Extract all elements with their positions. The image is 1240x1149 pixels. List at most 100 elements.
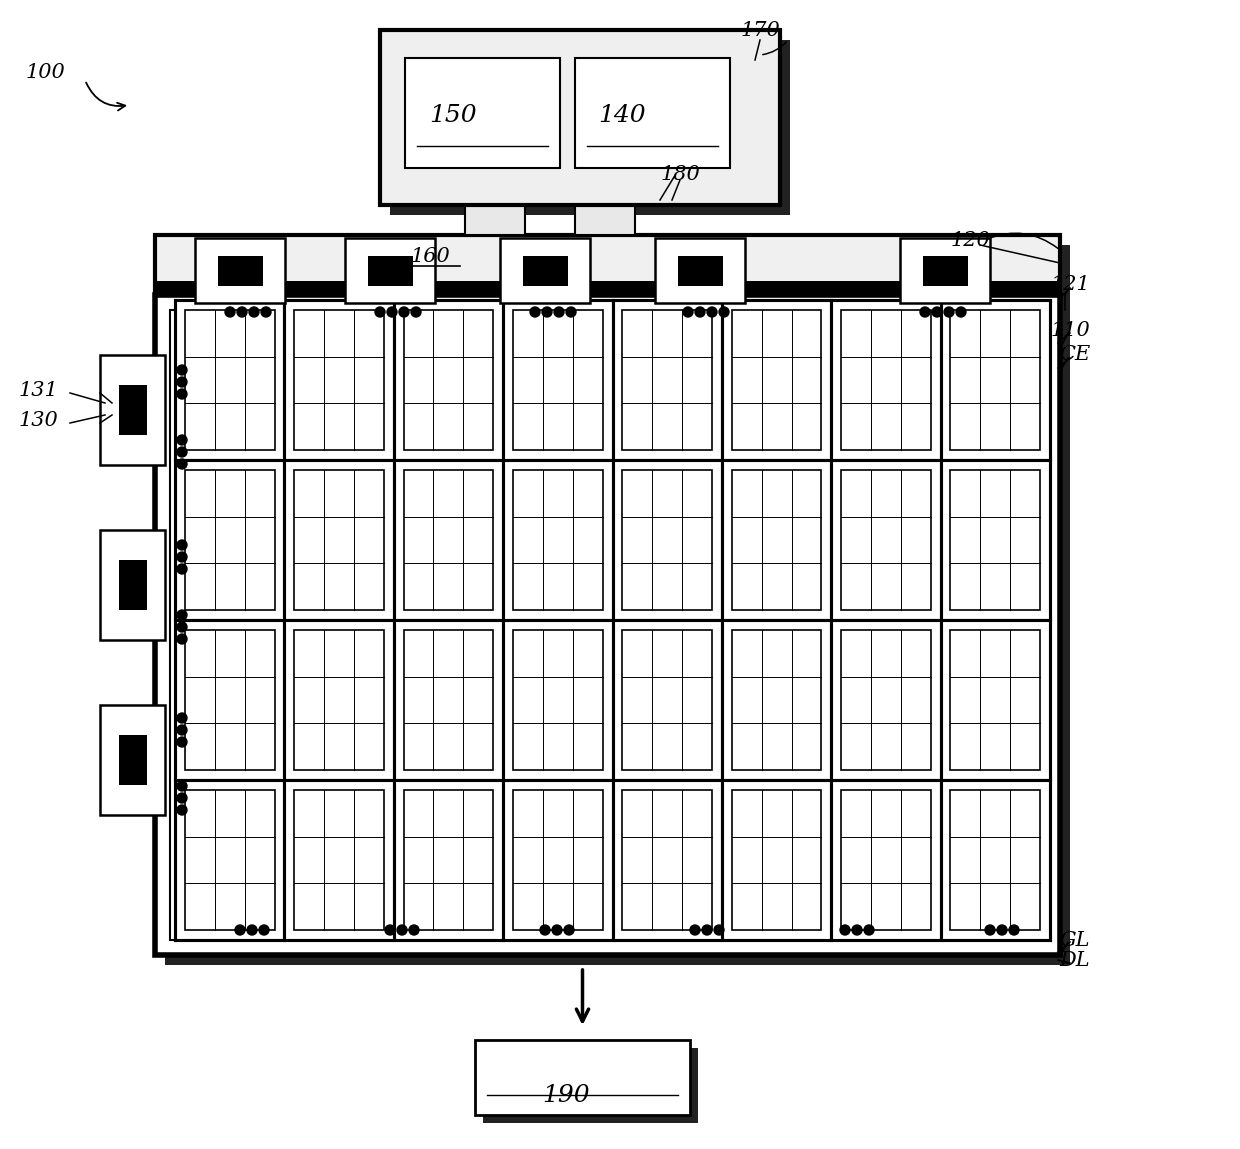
Bar: [185, 789, 274, 931]
Circle shape: [542, 307, 552, 317]
Bar: [513, 630, 603, 770]
Bar: [951, 310, 1040, 450]
Bar: [119, 735, 146, 785]
Circle shape: [410, 307, 422, 317]
Circle shape: [944, 307, 954, 317]
Text: DL: DL: [1060, 950, 1090, 970]
Bar: [841, 310, 931, 450]
Circle shape: [552, 925, 562, 935]
Circle shape: [714, 925, 724, 935]
Bar: [503, 620, 613, 780]
Bar: [951, 470, 1040, 610]
Bar: [394, 620, 503, 780]
Bar: [175, 780, 284, 940]
Bar: [170, 310, 1045, 940]
Bar: [622, 470, 712, 610]
Bar: [475, 1040, 689, 1115]
Bar: [622, 310, 712, 450]
Bar: [195, 238, 285, 303]
Bar: [575, 205, 635, 236]
Bar: [394, 780, 503, 940]
Bar: [403, 310, 494, 450]
Circle shape: [864, 925, 874, 935]
Bar: [294, 630, 384, 770]
Bar: [722, 300, 831, 460]
Circle shape: [177, 781, 187, 791]
Circle shape: [707, 307, 717, 317]
Bar: [284, 620, 394, 780]
Bar: [503, 780, 613, 940]
Bar: [831, 300, 941, 460]
Bar: [513, 789, 603, 931]
Bar: [405, 57, 560, 168]
Circle shape: [177, 634, 187, 643]
Circle shape: [399, 307, 409, 317]
Circle shape: [259, 925, 269, 935]
Bar: [732, 630, 821, 770]
Circle shape: [236, 925, 246, 935]
Bar: [165, 295, 1070, 304]
Bar: [284, 300, 394, 460]
Circle shape: [397, 925, 407, 935]
Bar: [367, 255, 413, 285]
Bar: [391, 205, 790, 215]
Text: 140: 140: [598, 103, 646, 126]
Circle shape: [260, 307, 272, 317]
Bar: [503, 460, 613, 620]
Bar: [119, 385, 146, 435]
Bar: [100, 355, 165, 465]
Text: 100: 100: [25, 62, 64, 82]
Circle shape: [702, 925, 712, 935]
Circle shape: [564, 925, 574, 935]
Bar: [294, 310, 384, 450]
Bar: [622, 630, 712, 770]
Bar: [500, 238, 590, 303]
Circle shape: [177, 458, 187, 469]
Text: 120: 120: [950, 231, 990, 249]
Bar: [394, 300, 503, 460]
Text: 121: 121: [1050, 276, 1090, 294]
Circle shape: [1009, 925, 1019, 935]
Circle shape: [177, 365, 187, 375]
Circle shape: [719, 307, 729, 317]
Circle shape: [839, 925, 849, 935]
Bar: [732, 470, 821, 610]
Circle shape: [932, 307, 942, 317]
Bar: [831, 620, 941, 780]
Circle shape: [177, 552, 187, 562]
Bar: [900, 238, 990, 303]
Circle shape: [177, 377, 187, 387]
Bar: [689, 1048, 698, 1123]
Circle shape: [224, 307, 236, 317]
Bar: [379, 30, 780, 205]
Circle shape: [920, 307, 930, 317]
Bar: [345, 238, 435, 303]
Bar: [841, 470, 931, 610]
Bar: [294, 789, 384, 931]
Bar: [951, 630, 1040, 770]
Circle shape: [384, 925, 396, 935]
Circle shape: [689, 925, 701, 935]
Bar: [941, 780, 1050, 940]
Bar: [722, 780, 831, 940]
Circle shape: [249, 307, 259, 317]
Circle shape: [237, 307, 247, 317]
Bar: [677, 255, 723, 285]
Circle shape: [177, 564, 187, 574]
Bar: [484, 1115, 698, 1123]
Bar: [732, 310, 821, 450]
Circle shape: [956, 307, 966, 317]
Bar: [655, 238, 745, 303]
Bar: [831, 460, 941, 620]
Bar: [613, 460, 722, 620]
Bar: [284, 460, 394, 620]
Bar: [185, 630, 274, 770]
Circle shape: [694, 307, 706, 317]
Circle shape: [177, 447, 187, 457]
Bar: [613, 780, 722, 940]
Bar: [100, 530, 165, 640]
Bar: [185, 470, 274, 610]
Circle shape: [683, 307, 693, 317]
Bar: [175, 620, 284, 780]
Text: 170: 170: [740, 21, 780, 39]
